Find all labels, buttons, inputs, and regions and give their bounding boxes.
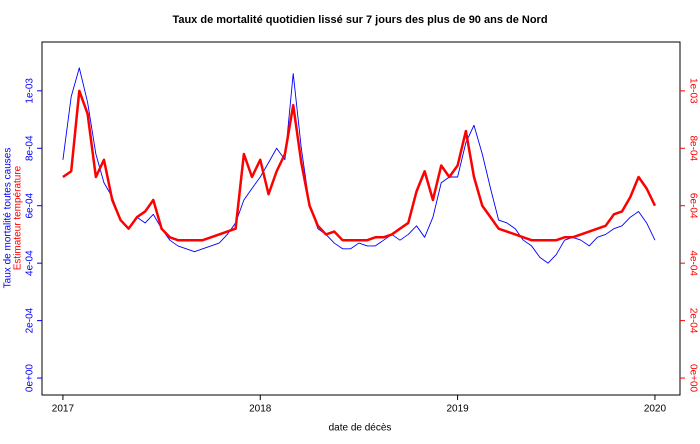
x-axis-label: date de décès [329, 423, 392, 434]
y2-tick-label: 4e-04 [687, 250, 698, 276]
y2-axis-label: Estimateur température [13, 165, 24, 270]
series-line [62, 89, 657, 242]
plot-frame [41, 41, 681, 396]
y-tick-label: 0e+00 [25, 364, 36, 393]
y-tick-label: 4e-04 [25, 250, 36, 276]
series-line [62, 67, 656, 264]
chart-title: Taux de mortalité quotidien lissé sur 7 … [172, 14, 547, 26]
y2-tick-label: 2e-04 [687, 308, 698, 334]
y-axis-label: Taux de mortalité toutes causes [3, 148, 14, 289]
y-tick-label: 2e-04 [25, 307, 36, 333]
x-tick-label: 2020 [644, 404, 667, 415]
y-tick-label: 8e-04 [25, 135, 36, 161]
x-tick-label: 2019 [446, 404, 469, 415]
y-tick-label: 6e-04 [25, 192, 36, 218]
y2-tick-label: 6e-04 [687, 193, 698, 219]
x-tick-label: 2018 [249, 404, 272, 415]
y2-tick-label: 1e-03 [687, 78, 698, 104]
y2-tick-label: 0e+00 [687, 364, 698, 393]
y-tick-label: 1e-03 [25, 78, 36, 104]
x-tick-label: 2017 [52, 404, 75, 415]
y2-tick-label: 8e-04 [687, 135, 698, 161]
